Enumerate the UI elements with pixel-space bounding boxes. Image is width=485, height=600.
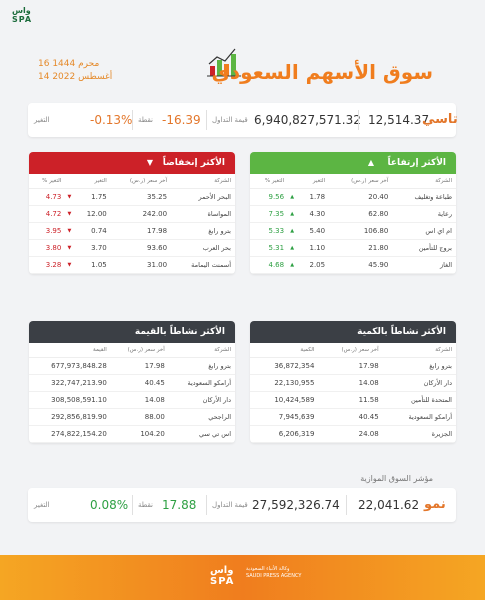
turnover-label: قيمة التداول bbox=[212, 501, 248, 509]
table-row: بترو رابغ 17.98 677,973,848.28 bbox=[29, 357, 235, 375]
change-label: التغير bbox=[34, 501, 50, 509]
spa-footer-name: وكالة الأنباء السعودية SAUDI PRESS AGENC… bbox=[246, 566, 301, 580]
col-volume: الكمية bbox=[250, 343, 319, 358]
gregorian-date: 14 أغسطس 2022 bbox=[38, 72, 113, 82]
table-row: رعاية 62.80 4.30 ▲ 7.35 bbox=[250, 205, 456, 223]
table-row: أرامكو السعودية 40.45 7,945,639 bbox=[250, 408, 456, 426]
top-losers-panel: الأكثر إنخفاضاً ▼ الشركة آخر سعر (ر.س) ا… bbox=[29, 152, 235, 274]
spa-footer-logo: واس SPA bbox=[210, 565, 235, 587]
most-active-by-value-panel: الأكثر نشاطاً بالقيمة الشركة آخر سعر (ر.… bbox=[29, 321, 235, 443]
volume-table: الشركة آخر سعر (ر.س) الكمية بترو رابغ 17.… bbox=[250, 343, 456, 443]
up-triangle-icon: ▲ bbox=[367, 158, 374, 167]
turnover-label: قيمة التداول bbox=[212, 116, 248, 124]
col-last-price: آخر سعر (ر.س) bbox=[318, 343, 383, 358]
value-title: الأكثر نشاطاً بالقيمة bbox=[134, 327, 225, 337]
col-change-percent: التغير % bbox=[29, 174, 66, 189]
losers-title: الأكثر إنخفاضاً bbox=[162, 158, 225, 168]
gainers-table: الشركة آخر سعر (ر.س) التغير التغير % طبا… bbox=[250, 174, 456, 274]
table-row: الراجحي 88.00 292,856,819.90 bbox=[29, 408, 235, 426]
table-row: الغاز 45.90 2.05 ▲ 4.68 bbox=[250, 256, 456, 274]
down-triangle-icon: ▼ bbox=[146, 158, 153, 167]
table-row: البحر الأحمر 35.25 1.75 ▼ 4.73 bbox=[29, 188, 235, 206]
table-row: بترو رابغ 17.98 36,872,354 bbox=[250, 357, 456, 375]
col-company: الشركة bbox=[392, 174, 456, 189]
table-row: أسمنت اليمامة 31.00 1.05 ▼ 3.28 bbox=[29, 256, 235, 274]
footer-banner: واس SPA وكالة الأنباء السعودية SAUDI PRE… bbox=[0, 555, 485, 600]
down-triangle-icon: ▼ bbox=[65, 188, 74, 206]
col-change: التغير bbox=[73, 174, 111, 189]
tasi-summary-bar: التغير -0.13% نقطة -16.39 قيمة التداول 6… bbox=[28, 103, 458, 137]
col-last-price: آخر سعر (ر.س) bbox=[110, 343, 169, 358]
spa-name-ar: وكالة الأنباء السعودية bbox=[246, 566, 290, 572]
losers-header: الأكثر إنخفاضاً ▼ bbox=[29, 152, 235, 174]
value-header: الأكثر نشاطاً بالقيمة bbox=[29, 321, 235, 343]
points-label: نقطة bbox=[138, 116, 153, 124]
table-row: دار الأركان 14.08 308,508,591.10 bbox=[29, 391, 235, 409]
col-change: التغير bbox=[296, 174, 330, 189]
value-table: الشركة آخر سعر (ر.س) القيمة بترو رابغ 17.… bbox=[29, 343, 235, 443]
col-last-price: آخر سعر (ر.س) bbox=[110, 174, 172, 189]
losers-table: الشركة آخر سعر (ر.س) التغير التغير % الب… bbox=[29, 174, 235, 274]
gainers-header: الأكثر إرتفاعاً ▲ bbox=[250, 152, 456, 174]
down-triangle-icon: ▼ bbox=[65, 222, 74, 240]
table-row: اس تي سي 104.20 274,822,154.20 bbox=[29, 425, 235, 443]
spa-logo: واس SPA bbox=[12, 6, 33, 24]
table-row: بحر العرب 93.60 3.70 ▼ 3.80 bbox=[29, 239, 235, 257]
col-company: الشركة bbox=[168, 343, 235, 358]
parallel-market-title: مؤشر السوق الموازية bbox=[360, 474, 433, 483]
gainers-title: الأكثر إرتفاعاً bbox=[387, 158, 446, 168]
down-triangle-icon: ▼ bbox=[65, 239, 74, 257]
most-active-by-volume-panel: الأكثر نشاطاً بالكمية الشركة آخر سعر (ر.… bbox=[250, 321, 456, 443]
spa-name-en: SAUDI PRESS AGENCY bbox=[246, 573, 302, 579]
tasi-change-percent: -0.13% bbox=[90, 113, 133, 127]
nomu-change-percent: 0.08% bbox=[90, 498, 129, 512]
points-label: نقطة bbox=[138, 501, 153, 509]
table-row: ام اي اس 106.80 5.40 ▲ 5.33 bbox=[250, 222, 456, 240]
change-label: التغير bbox=[34, 116, 50, 124]
col-value: القيمة bbox=[29, 343, 111, 358]
tasi-name: تاسي bbox=[422, 112, 458, 127]
nomu-name: نمو bbox=[424, 497, 446, 512]
table-row: المتحدة للتأمين 11.58 10,424,589 bbox=[250, 391, 456, 409]
col-last-price: آخر سعر (ر.س) bbox=[329, 174, 393, 189]
hijri-date: 16 محرم 1444 bbox=[38, 59, 100, 69]
top-gainers-panel: الأكثر إرتفاعاً ▲ الشركة آخر سعر (ر.س) ا… bbox=[250, 152, 456, 274]
table-row: المواساة 242.00 12.00 ▼ 4.72 bbox=[29, 205, 235, 223]
table-row: بروج للتأمين 21.80 1.10 ▲ 5.31 bbox=[250, 239, 456, 257]
col-company: الشركة bbox=[382, 343, 456, 358]
nomu-turnover: 27,592,326.74 bbox=[252, 498, 340, 512]
up-triangle-icon: ▲ bbox=[288, 188, 297, 206]
up-triangle-icon: ▲ bbox=[288, 205, 297, 223]
down-triangle-icon: ▼ bbox=[65, 205, 74, 223]
tasi-turnover: 6,940,827,571.32 bbox=[254, 113, 361, 127]
table-row: الجزيرة 24.08 6,206,319 bbox=[250, 425, 456, 443]
up-triangle-icon: ▲ bbox=[288, 256, 297, 274]
date-block: 16 محرم 1444 14 أغسطس 2022 bbox=[38, 58, 112, 84]
down-triangle-icon: ▼ bbox=[65, 256, 74, 274]
col-company: الشركة bbox=[171, 174, 235, 189]
table-row: أرامكو السعودية 40.45 322,747,213.90 bbox=[29, 374, 235, 392]
up-triangle-icon: ▲ bbox=[288, 222, 297, 240]
page-title: سوق الأسهم السعودي bbox=[211, 60, 433, 84]
table-row: طباعة وتغليف 20.40 1.78 ▲ 9.56 bbox=[250, 188, 456, 206]
up-triangle-icon: ▲ bbox=[288, 239, 297, 257]
volume-title: الأكثر نشاطاً بالكمية bbox=[357, 327, 446, 337]
nomu-summary-bar: التغير 0.08% نقطة 17.88 قيمة التداول 27,… bbox=[28, 488, 456, 522]
volume-header: الأكثر نشاطاً بالكمية bbox=[250, 321, 456, 343]
tasi-value: 12,514.37 bbox=[368, 113, 430, 127]
bar-chart-icon bbox=[207, 48, 241, 77]
table-row: دار الأركان 14.08 22,130,955 bbox=[250, 374, 456, 392]
tasi-points: -16.39 bbox=[162, 113, 201, 127]
nomu-points: 17.88 bbox=[162, 498, 197, 512]
col-change-percent: التغير % bbox=[250, 174, 289, 189]
table-row: بترو رابغ 17.98 0.74 ▼ 3.95 bbox=[29, 222, 235, 240]
nomu-value: 22,041.62 bbox=[358, 498, 420, 512]
